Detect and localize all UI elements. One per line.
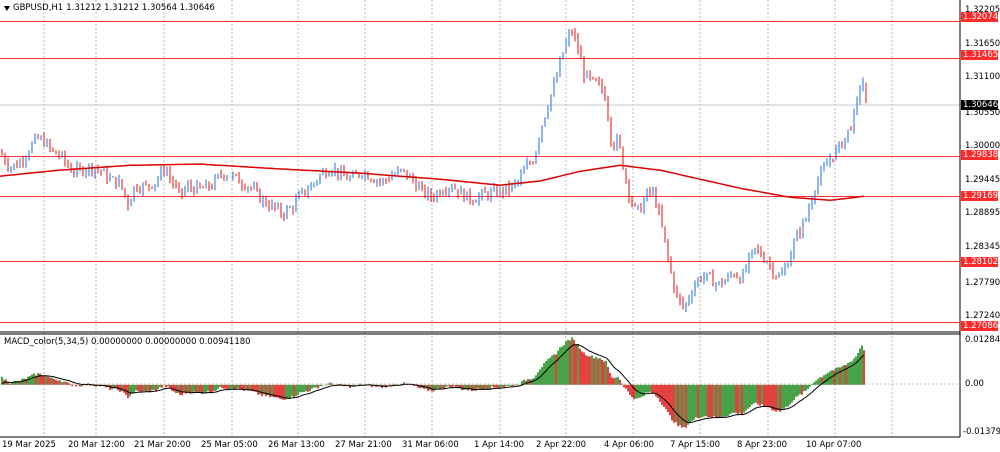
time-tick: 4 Apr 06:00 bbox=[604, 440, 655, 450]
time-tick: 2 Apr 22:00 bbox=[536, 440, 587, 450]
macd-histogram bbox=[1, 337, 865, 428]
macd-scale-top: 0.0128479 bbox=[965, 335, 1000, 345]
price-candles bbox=[1, 28, 867, 312]
level-tag[interactable]: 1.31465 bbox=[961, 50, 999, 60]
level-tag[interactable]: 1.28102 bbox=[961, 257, 999, 267]
time-tick: 20 Mar 12:00 bbox=[68, 440, 125, 450]
time-tick: 10 Apr 07:00 bbox=[806, 440, 862, 450]
price-tick: 1.30000 bbox=[965, 141, 1000, 151]
time-tick: 26 Mar 13:00 bbox=[268, 440, 325, 450]
current-price-tag: 1.30646 bbox=[961, 100, 999, 110]
level-tag[interactable]: 1.29838 bbox=[961, 150, 999, 160]
price-tick: 1.28895 bbox=[965, 208, 1000, 218]
price-tick: 1.30550 bbox=[965, 108, 1000, 118]
symbol-label: GBPUSD,H1 bbox=[13, 3, 64, 13]
grid-lines bbox=[43, 0, 893, 437]
price-tick: 1.28345 bbox=[965, 242, 1000, 252]
level-tag[interactable]: 1.32074 bbox=[961, 12, 999, 22]
level-tag[interactable]: 1.27086 bbox=[961, 321, 999, 331]
time-tick: 27 Mar 21:00 bbox=[335, 440, 392, 450]
price-tick: 1.27790 bbox=[965, 278, 1000, 288]
time-tick: 21 Mar 20:00 bbox=[134, 440, 191, 450]
price-tick: 1.27240 bbox=[965, 311, 1000, 321]
macd-scale-zero: 0.00 bbox=[965, 379, 984, 389]
moving-average-line bbox=[0, 163, 865, 201]
level-tag[interactable]: 1.29169 bbox=[961, 191, 999, 201]
time-tick: 25 Mar 05:00 bbox=[201, 440, 258, 450]
price-tick: 1.29445 bbox=[965, 175, 1000, 185]
price-tick: 1.32205 bbox=[965, 5, 1000, 15]
macd-scale-bottom: -0.0137932 bbox=[963, 427, 1000, 437]
price-tick: 1.31100 bbox=[965, 72, 1000, 82]
time-tick: 8 Apr 23:00 bbox=[737, 440, 788, 450]
macd-label: MACD_color(5,34,5) 0.00000000 0.00000000… bbox=[4, 337, 251, 347]
price-tick: 1.31650 bbox=[965, 39, 1000, 49]
macd-signal-line bbox=[1, 344, 865, 423]
time-tick: 19 Mar 2025 bbox=[2, 440, 56, 450]
ohlc-values: 1.31212 1.31212 1.30564 1.30646 bbox=[66, 3, 215, 13]
time-tick: 31 Mar 06:00 bbox=[402, 440, 459, 450]
chart-header[interactable]: GBPUSD,H1 1.31212 1.31212 1.30564 1.3064… bbox=[4, 3, 215, 13]
time-tick: 1 Apr 14:00 bbox=[474, 440, 525, 450]
dropdown-triangle-icon[interactable] bbox=[4, 5, 10, 11]
time-tick: 7 Apr 15:00 bbox=[670, 440, 721, 450]
horizontal-levels[interactable] bbox=[0, 21, 960, 323]
